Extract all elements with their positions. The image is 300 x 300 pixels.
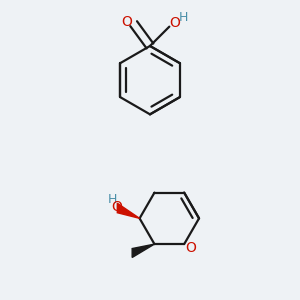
- Text: O: O: [185, 241, 196, 255]
- Polygon shape: [132, 244, 154, 257]
- Polygon shape: [117, 203, 140, 218]
- Text: H: H: [179, 11, 188, 24]
- Text: H: H: [107, 193, 117, 206]
- Text: O: O: [122, 15, 133, 29]
- Text: O: O: [111, 200, 122, 214]
- Text: O: O: [169, 16, 180, 30]
